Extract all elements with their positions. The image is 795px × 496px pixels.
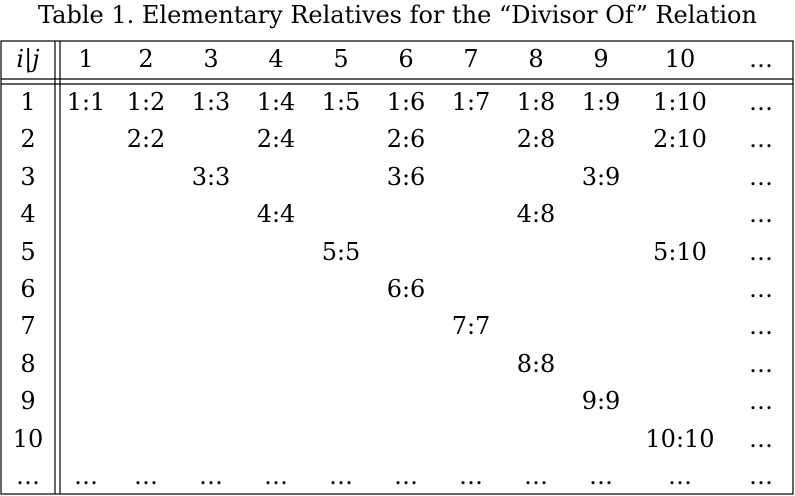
table-cell: …	[749, 312, 773, 341]
table-cell: 1:10	[653, 88, 707, 116]
table-cell: …	[749, 387, 773, 416]
row-header: 1	[20, 88, 36, 116]
column-header: 2	[138, 45, 154, 73]
table-cell: …	[749, 200, 773, 229]
table-cell: 7:7	[451, 312, 491, 341]
table-cell: 1:8	[516, 88, 556, 116]
table-cell: …	[749, 88, 773, 116]
table-cell: 6:6	[386, 275, 426, 303]
column-header: 5	[333, 45, 349, 73]
row-header: 3	[20, 162, 36, 191]
row-header: 8	[20, 349, 36, 378]
divisor-relatives-table: i|j 1 2 3 4 5 6 7 8 9 10 … 1 1:1 1:2 1:3 1:4 1:5 1:6 1:7 1:8…	[0, 40, 795, 496]
table-cell: …	[749, 424, 773, 453]
column-header: 10	[664, 45, 696, 73]
table-cell: …	[199, 462, 223, 490]
table-cell: 5:5	[321, 237, 361, 266]
corner-label: i|j	[16, 45, 40, 73]
row-header: 9	[20, 387, 36, 416]
table-cell: …	[394, 462, 418, 490]
table-cell: 2:10	[653, 125, 707, 154]
table-cell: …	[749, 349, 773, 378]
row-header: 5	[20, 237, 36, 266]
row-header: …	[16, 462, 40, 490]
table-cell: 8:8	[516, 349, 556, 378]
row-header: 6	[20, 275, 36, 303]
table-cell: …	[749, 237, 773, 266]
table-cell: …	[589, 462, 613, 490]
table-cell: 1:9	[581, 88, 621, 116]
table-cell: 3:9	[581, 162, 621, 191]
table-cell: 9:9	[581, 387, 621, 416]
table-cell: 3:3	[191, 162, 231, 191]
table-cell: …	[74, 462, 98, 490]
table-cell: 1:5	[321, 88, 361, 116]
column-header: 3	[203, 45, 219, 73]
table-cell: 1:4	[256, 88, 296, 116]
table-cell: 1:3	[191, 88, 231, 116]
table-cell: …	[459, 462, 483, 490]
table-cell: …	[749, 462, 773, 490]
column-header: 6	[398, 45, 414, 73]
column-header: …	[749, 45, 773, 73]
table-cell: …	[524, 462, 548, 490]
table-cell: …	[749, 162, 773, 191]
column-header: 8	[528, 45, 544, 73]
table-cell: 5:10	[653, 237, 707, 266]
table-cell: 1:1	[66, 88, 106, 116]
column-header: 1	[78, 45, 94, 73]
row-header: 4	[20, 200, 36, 229]
table-cell: 10:10	[645, 424, 715, 453]
table-rules	[0, 40, 794, 495]
column-header: 4	[268, 45, 284, 73]
row-header: 10	[12, 424, 44, 453]
table-cell: 1:2	[126, 88, 166, 116]
table-cell: …	[749, 275, 773, 303]
table-cell: 2:2	[126, 125, 166, 154]
table-cell: 1:6	[386, 88, 426, 116]
table-cell: …	[329, 462, 353, 490]
table-cell: 4:8	[516, 200, 556, 229]
table-cell: 1:7	[451, 88, 491, 116]
table-caption: Table 1. Elementary Relatives for the “D…	[38, 1, 757, 29]
row-header: 2	[20, 125, 36, 154]
column-header: 9	[593, 45, 609, 73]
table-cell: …	[749, 125, 773, 154]
row-header: 7	[20, 312, 36, 341]
column-header: 7	[463, 45, 479, 73]
table-cell: 2:8	[516, 125, 556, 154]
table-border	[0, 40, 794, 495]
table-cell: 2:4	[256, 125, 296, 154]
table-cell: 2:6	[386, 125, 426, 154]
table-cell: …	[134, 462, 158, 490]
table-cell: …	[264, 462, 288, 490]
table-cell: …	[668, 462, 692, 490]
table-cell: 3:6	[386, 162, 426, 191]
table-cell: 4:4	[256, 200, 296, 229]
